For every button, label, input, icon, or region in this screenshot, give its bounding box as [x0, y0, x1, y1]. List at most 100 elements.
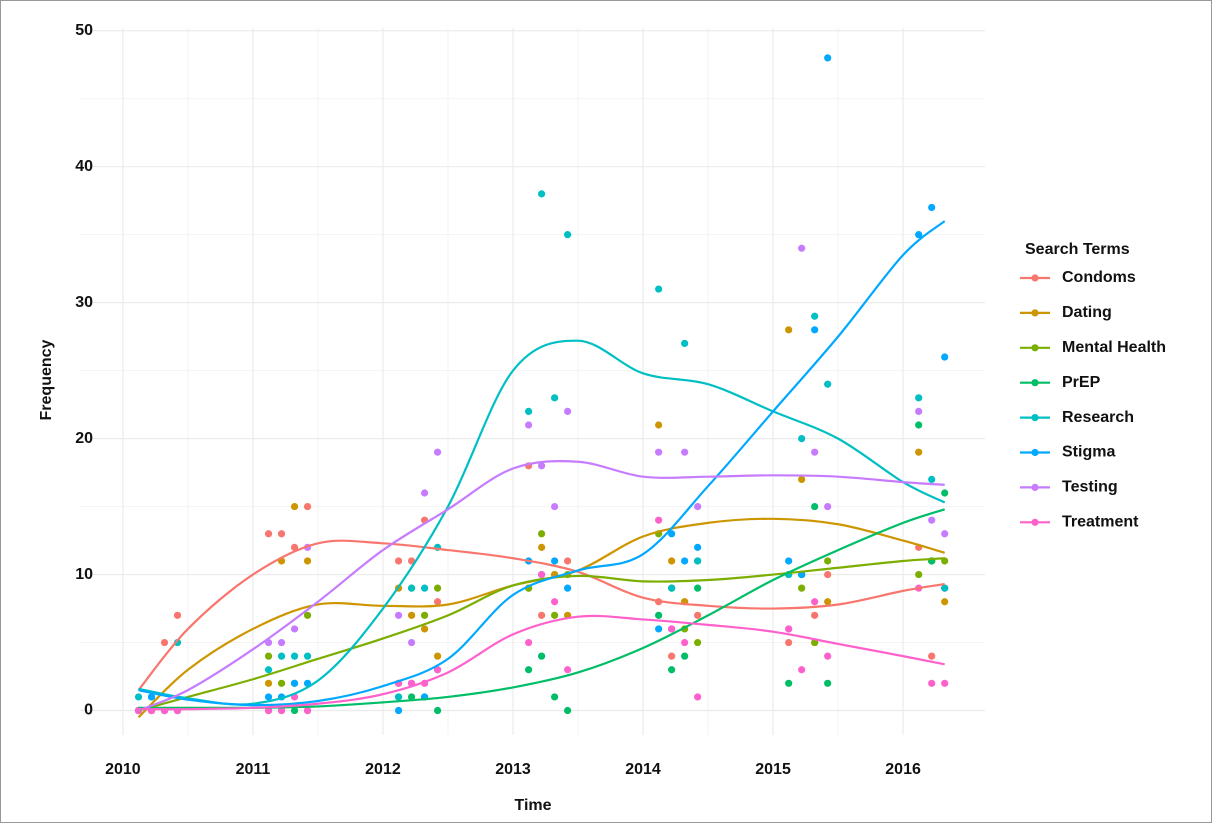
point: [811, 448, 819, 456]
point: [433, 666, 442, 674]
legend-label: Research: [1062, 409, 1134, 426]
point: [551, 394, 559, 402]
point: [811, 312, 819, 320]
point: [277, 652, 286, 660]
point: [290, 625, 299, 633]
point: [433, 598, 442, 606]
point: [420, 489, 429, 497]
point: [811, 598, 819, 606]
point: [681, 638, 689, 647]
point: [420, 611, 429, 619]
point: [694, 557, 702, 565]
trend-line: [138, 339, 946, 706]
trend-line: [138, 460, 945, 712]
point: [173, 638, 182, 647]
legend-label: Testing: [1062, 479, 1118, 496]
point: [811, 611, 819, 619]
point: [264, 693, 273, 701]
point: [564, 584, 572, 592]
point: [538, 462, 546, 470]
point: [928, 652, 936, 660]
x-tick-label: 2014: [625, 761, 661, 778]
y-tick-label: 0: [84, 702, 93, 719]
point: [160, 638, 169, 647]
point: [798, 475, 806, 483]
point: [551, 557, 559, 565]
y-tick-label: 10: [75, 566, 93, 583]
x-tick-label: 2011: [236, 761, 271, 778]
y-tick-label: 50: [75, 22, 93, 39]
point: [694, 611, 702, 619]
point: [134, 693, 143, 701]
point: [681, 557, 689, 565]
y-tick-label: 20: [75, 430, 93, 447]
point: [303, 652, 312, 660]
point: [915, 448, 923, 456]
legend-key-dot: [1031, 379, 1039, 387]
point: [524, 666, 533, 674]
point: [928, 475, 936, 483]
point: [538, 190, 546, 198]
point: [564, 231, 572, 239]
point: [785, 625, 793, 633]
point: [941, 353, 949, 361]
point: [394, 557, 403, 565]
point: [824, 598, 832, 606]
point: [941, 598, 949, 606]
point: [915, 421, 923, 429]
point: [668, 625, 676, 633]
x-tick-label: 2015: [755, 761, 791, 778]
point: [694, 543, 702, 551]
point: [538, 570, 546, 579]
trend-line: [137, 539, 945, 691]
point: [785, 679, 793, 687]
point: [824, 557, 832, 565]
point: [824, 679, 832, 687]
legend-key-dot: [1031, 483, 1039, 491]
legend-key-dot: [1031, 518, 1039, 526]
y-axis-label: Frequency: [38, 339, 55, 420]
point: [264, 679, 273, 687]
point: [264, 652, 273, 660]
point: [264, 530, 273, 538]
point: [655, 421, 663, 429]
point: [524, 421, 533, 429]
point: [277, 638, 286, 647]
point: [824, 54, 832, 62]
y-tick-label: 40: [75, 158, 93, 175]
trend-line: [138, 220, 946, 707]
x-tick-label: 2013: [495, 761, 531, 778]
point: [538, 530, 546, 538]
point: [277, 706, 286, 715]
point: [564, 706, 572, 715]
legend-label: PrEP: [1062, 374, 1101, 391]
point: [928, 679, 936, 687]
point: [303, 502, 312, 511]
legend-key-dot: [1031, 274, 1039, 282]
point: [824, 380, 832, 388]
point: [798, 244, 806, 252]
point: [668, 666, 676, 674]
point: [824, 570, 832, 579]
point: [668, 530, 676, 538]
point: [941, 584, 949, 592]
point: [290, 502, 299, 511]
point: [564, 407, 572, 416]
trend-line: [138, 614, 945, 711]
point: [681, 448, 689, 456]
point: [407, 693, 416, 701]
point: [394, 706, 403, 715]
point: [798, 666, 806, 674]
point: [407, 584, 416, 592]
legend-label: Treatment: [1062, 514, 1139, 531]
point: [655, 285, 663, 293]
point: [681, 652, 689, 660]
point: [798, 435, 806, 443]
point: [655, 516, 663, 524]
point: [655, 611, 663, 619]
point: [694, 638, 702, 647]
point: [941, 530, 949, 538]
point: [915, 570, 923, 579]
point: [433, 706, 442, 715]
